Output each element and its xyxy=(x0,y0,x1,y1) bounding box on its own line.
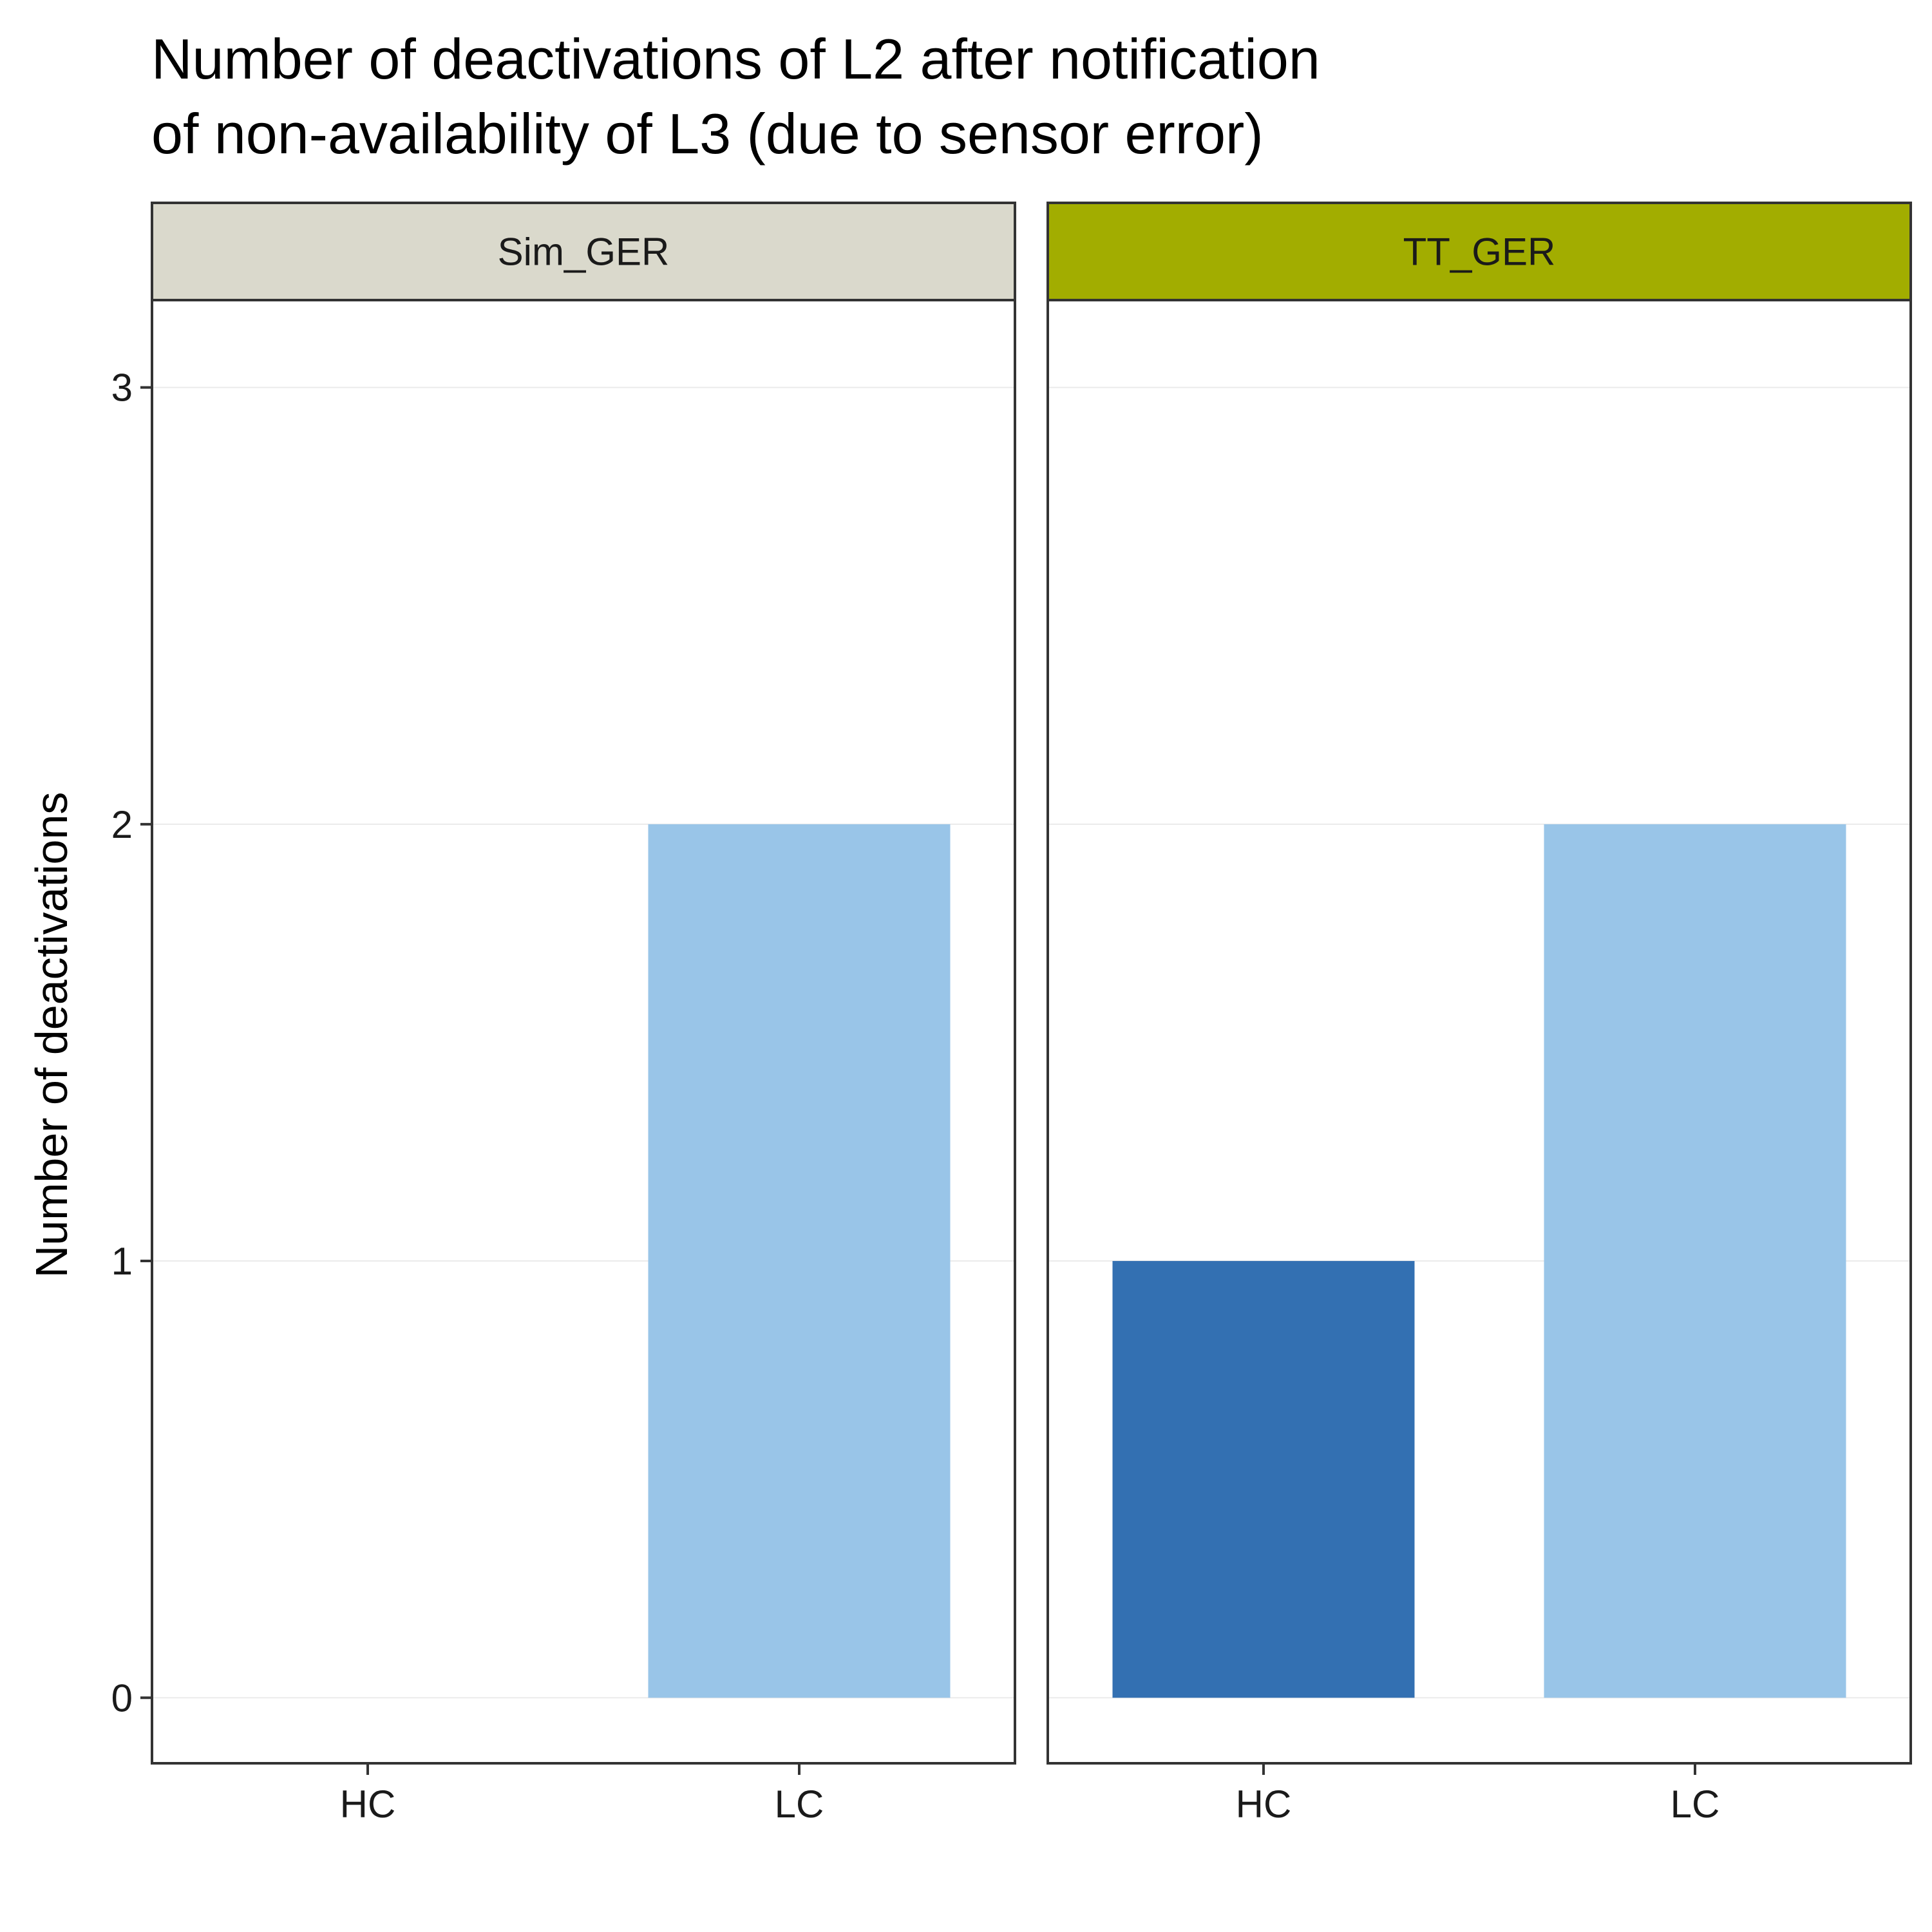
y-tick-label-3: 3 xyxy=(111,366,133,410)
panels: Sim_GER HC LC TT_GER HC LC 0 1 2 3 xyxy=(111,202,1912,1826)
bar-sim-ger-lc xyxy=(648,824,951,1698)
chart-title-line-1: Number of deactivations of L2 after noti… xyxy=(151,27,1320,91)
y-tick-label-2: 2 xyxy=(111,803,133,846)
panel-border-sim-ger xyxy=(151,299,1016,1765)
panel-tt-ger: TT_GER HC LC xyxy=(1046,202,1912,1826)
y-tick-label-1: 1 xyxy=(111,1240,133,1283)
x-tick-label-tt-ger-hc: HC xyxy=(1236,1783,1292,1826)
facet-strip-sim-ger xyxy=(151,202,1016,301)
y-tick-label-0: 0 xyxy=(111,1676,133,1719)
facet-label-tt-ger: TT_GER xyxy=(1403,231,1556,274)
y-axis-label: Number of deactivations xyxy=(26,792,77,1278)
x-tick-label-sim-ger-lc: LC xyxy=(775,1783,824,1826)
x-tick-label-tt-ger-lc: LC xyxy=(1671,1783,1720,1826)
facet-label-sim-ger: Sim_GER xyxy=(498,231,670,274)
x-tick-label-sim-ger-hc: HC xyxy=(340,1783,396,1826)
facet-strip-tt-ger xyxy=(1046,202,1912,301)
chart-title-line-2: of non-availability of L3 (due to sensor… xyxy=(151,102,1264,166)
bar-tt-ger-hc xyxy=(1112,1261,1415,1698)
panel-sim-ger: Sim_GER HC LC xyxy=(151,202,1016,1826)
panel-border-tt-ger xyxy=(1046,299,1912,1765)
bar-tt-ger-lc xyxy=(1544,824,1846,1698)
